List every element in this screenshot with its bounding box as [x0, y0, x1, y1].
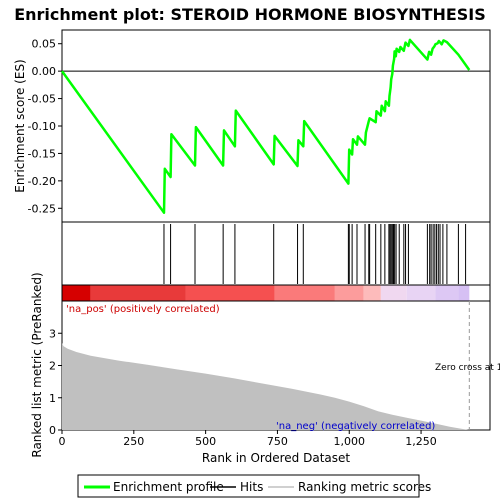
ranking-metric-area: [62, 342, 470, 430]
chart-title: Enrichment plot: STEROID HORMONE BIOSYNT…: [14, 5, 486, 24]
heatmap-segment: [62, 285, 91, 301]
x-tick-label: 500: [195, 435, 216, 448]
x-tick-label: 1,000: [333, 435, 365, 448]
heatmap-segment: [458, 285, 470, 301]
neg-correlated-label: 'na_neg' (negatively correlated): [276, 421, 435, 432]
heatmap-segment: [380, 285, 407, 301]
es-y-tick-label: -0.20: [28, 175, 56, 188]
es-profile-line: [60, 38, 471, 214]
es-y-tick-label: -0.05: [28, 93, 56, 106]
metric-y-tick-label: 1: [49, 392, 56, 405]
legend-enrichment-label: Enrichment profile: [113, 480, 224, 494]
rank-heatmap-bar: [61, 284, 491, 302]
metric-y-tick-label: 2: [49, 360, 56, 373]
x-axis-label: Rank in Ordered Dataset: [202, 451, 350, 465]
legend-frame: [77, 474, 420, 498]
es-y-tick-label: 0.00: [32, 65, 57, 78]
x-tick-label: 0: [59, 435, 66, 448]
metric-y-tick-label: 0: [49, 424, 56, 437]
legend-hits-label: Hits: [240, 480, 263, 494]
metric-panel: 0 1 2 3 0 250 500 750 1,000 1,250 'na_pos' (posi…: [30, 272, 500, 465]
es-y-tick-label: 0.05: [32, 38, 57, 51]
x-tick-label: 250: [123, 435, 144, 448]
metric-y-ticks: 0 1 2 3: [49, 327, 62, 437]
heatmap-segment: [406, 285, 436, 301]
zero-cross-label: Zero cross at 1418: [435, 363, 500, 373]
x-tick-label: 750: [267, 435, 288, 448]
metric-y-axis-label: Ranked list metric (PreRanked): [30, 272, 44, 457]
es-y-ticks: -0.25 -0.20 -0.15 -0.10 -0.05 0.00 0.05: [28, 38, 62, 215]
heatmap-segment: [185, 285, 275, 301]
heatmap-segment: [435, 285, 459, 301]
es-y-tick-label: -0.10: [28, 120, 56, 133]
hit-lines: [163, 224, 467, 284]
heatmap-segment: [90, 285, 186, 301]
es-panel-frame: [61, 29, 491, 223]
legend-metric-label: Ranking metric scores: [298, 480, 431, 494]
es-panel: -0.25 -0.20 -0.15 -0.10 -0.05 0.00 0.05 Enrich…: [13, 29, 491, 223]
rank-x-ticks: 0 250 500 750 1,000 1,250: [59, 430, 437, 448]
heatmap-segment: [274, 285, 335, 301]
es-y-axis-label: Enrichment score (ES): [13, 59, 27, 192]
es-y-tick-label: -0.25: [28, 202, 56, 215]
pos-correlated-label: 'na_pos' (positively correlated): [66, 304, 220, 315]
hits-panel: [61, 221, 491, 286]
heatmap-segment: [363, 285, 381, 301]
x-tick-label: 1,250: [405, 435, 437, 448]
es-y-tick-label: -0.15: [28, 147, 56, 160]
heatmap-segment: [334, 285, 364, 301]
legend: Enrichment profile Hits Ranking metric s…: [77, 474, 431, 498]
metric-y-tick-label: 3: [49, 327, 56, 340]
hits-panel-frame: [61, 221, 491, 286]
